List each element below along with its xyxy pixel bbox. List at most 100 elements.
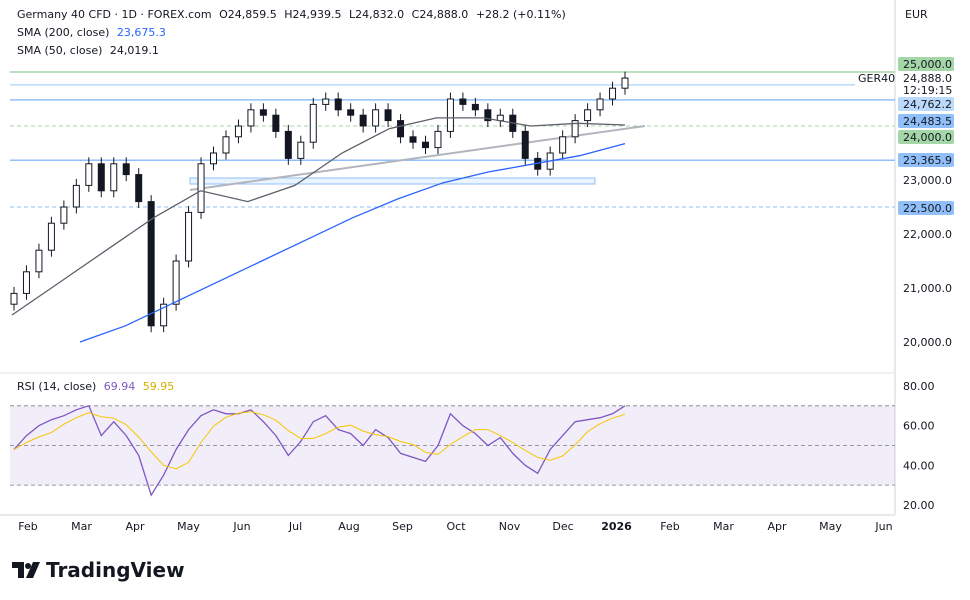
- chart-canvas[interactable]: 20,000.0 21,000.0 22,000.0 23,000.0 25,000.0…: [0, 0, 970, 545]
- candle-body: [609, 87, 617, 100]
- chart-bg: [0, 0, 970, 545]
- sma50-label: SMA (50, close): [17, 44, 103, 57]
- tradingview-logo-icon: [12, 562, 40, 578]
- candle-body: [446, 98, 454, 132]
- candle-body: [135, 174, 143, 203]
- time-tick: May: [177, 520, 200, 533]
- sma200-legend[interactable]: SMA (200, close) 23,675.3: [17, 26, 170, 39]
- candle-body: [459, 98, 467, 105]
- candle-body: [359, 114, 367, 127]
- currency-label[interactable]: EUR: [905, 8, 928, 21]
- candle-body: [60, 206, 68, 224]
- time-tick: Apr: [125, 520, 145, 533]
- candle-body: [210, 152, 218, 165]
- rsi-tick: 40.00: [903, 459, 935, 472]
- level-label: 23,365.9: [903, 154, 952, 167]
- candle-body: [621, 77, 629, 89]
- level-label: 24,000.0: [903, 131, 952, 144]
- level-label-bg: [898, 114, 954, 128]
- candle-body: [147, 201, 155, 327]
- price-tag-countdown: 12:19:15: [903, 84, 952, 97]
- support-zone: [189, 177, 596, 185]
- price-tag-value: 24,888.0: [903, 72, 952, 85]
- rsi-label: RSI (14, close): [17, 380, 97, 393]
- symbol-title: Germany 40 CFD · 1D · FOREX.com: [17, 8, 212, 21]
- candle-body: [85, 163, 93, 186]
- candle-body: [222, 136, 230, 154]
- candle-body: [309, 103, 317, 143]
- time-tick: Jun: [874, 520, 892, 533]
- candle-body: [347, 109, 355, 116]
- rsi-tick: 80.00: [903, 380, 935, 393]
- time-tick: Nov: [499, 520, 521, 533]
- rsi-ma-line: [13, 411, 626, 470]
- time-tick: Jun: [232, 520, 250, 533]
- level-label-bg: [898, 130, 954, 144]
- time-tick: 2026: [601, 520, 632, 533]
- candle-body: [372, 109, 380, 127]
- level-label: 22,500.0: [903, 202, 952, 215]
- sma200-value: 23,675.3: [116, 26, 166, 39]
- symbol-legend: Germany 40 CFD · 1D · FOREX.com O24,859.…: [17, 8, 570, 21]
- time-tick: Mar: [713, 520, 734, 533]
- rsi-value: 69.94: [103, 380, 136, 393]
- time-tick: Mar: [71, 520, 92, 533]
- candle-body: [596, 98, 604, 111]
- candle-body: [234, 125, 242, 138]
- candle-body: [185, 211, 193, 262]
- price-tick: 22,000.0: [903, 228, 952, 241]
- rsi-tick: 60.00: [903, 420, 935, 433]
- brand-name: TradingView: [46, 558, 185, 582]
- price-tick: 20,000.0: [903, 336, 952, 349]
- candle-body: [434, 130, 442, 149]
- candle-body: [197, 163, 205, 213]
- level-label-bg: [898, 201, 954, 215]
- candle-body: [384, 109, 392, 122]
- candle-body: [160, 303, 168, 327]
- sma200-label: SMA (200, close): [17, 26, 110, 39]
- price-tick: 23,000.0: [903, 174, 952, 187]
- price-tag-symbol: GER40: [858, 72, 895, 85]
- sma50-legend[interactable]: SMA (50, close) 24,019.1: [17, 44, 163, 57]
- sma50-value: 24,019.1: [109, 44, 159, 57]
- time-tick: Jul: [288, 520, 302, 533]
- time-tick: May: [819, 520, 842, 533]
- ohlc-high: H24,939.5: [284, 8, 342, 21]
- ohlc-open: O24,859.5: [219, 8, 277, 21]
- candle-body: [47, 222, 55, 251]
- candle-body: [259, 109, 267, 116]
- candle-body: [521, 130, 529, 159]
- candle-body: [297, 141, 305, 159]
- time-tick: Feb: [660, 520, 679, 533]
- sma200-line: [79, 142, 626, 343]
- tradingview-logo: TradingView: [12, 558, 185, 582]
- level-label-bg: [898, 57, 954, 71]
- level-label: 24,483.5: [903, 115, 952, 128]
- ohlc-low: L24,832.0: [349, 8, 405, 21]
- ohlc-close: C24,888.0: [411, 8, 469, 21]
- time-tick: Sep: [392, 520, 413, 533]
- time-tick: Aug: [338, 520, 359, 533]
- level-label: 25,000.0: [903, 58, 952, 71]
- trendline: [189, 125, 646, 191]
- candle-body: [334, 98, 342, 111]
- candle-body: [272, 114, 280, 132]
- candle-body: [97, 163, 105, 192]
- candle-body: [247, 109, 255, 127]
- rsi-tick: 20.00: [903, 499, 935, 512]
- time-tick: Oct: [446, 520, 466, 533]
- time-tick: Feb: [18, 520, 37, 533]
- candle-body: [484, 109, 492, 122]
- rsi-legend[interactable]: RSI (14, close) 69.94 59.95: [17, 380, 178, 393]
- level-label: 24,762.2: [903, 98, 952, 111]
- sma50-line: [11, 117, 626, 316]
- candle-body: [421, 141, 429, 149]
- candle-body: [35, 249, 43, 273]
- candle-body: [10, 292, 18, 305]
- candle-body: [172, 260, 180, 305]
- candle-body: [397, 120, 405, 138]
- candle-body: [584, 109, 592, 122]
- candle-body: [22, 271, 30, 294]
- candle-body: [110, 163, 118, 192]
- candle-body: [571, 120, 579, 138]
